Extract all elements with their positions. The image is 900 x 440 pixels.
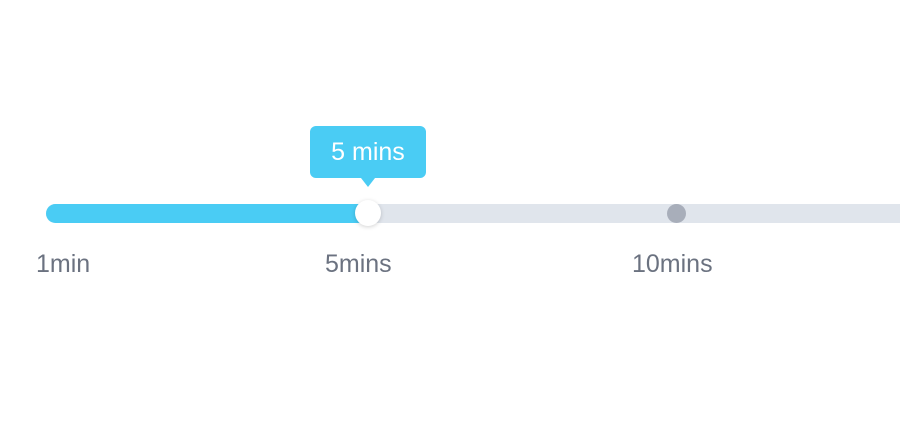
slider-tick-dot-10[interactable] [667,204,686,223]
slider-fill [46,204,368,223]
tick-label-10mins: 10mins [632,250,713,278]
slider-tooltip: 5 mins [310,126,426,178]
tick-label-1min: 1min [36,250,91,278]
slider-handle[interactable] [355,200,381,226]
slider-tooltip-arrow [361,178,375,187]
tick-label-5mins: 5mins [325,250,392,278]
